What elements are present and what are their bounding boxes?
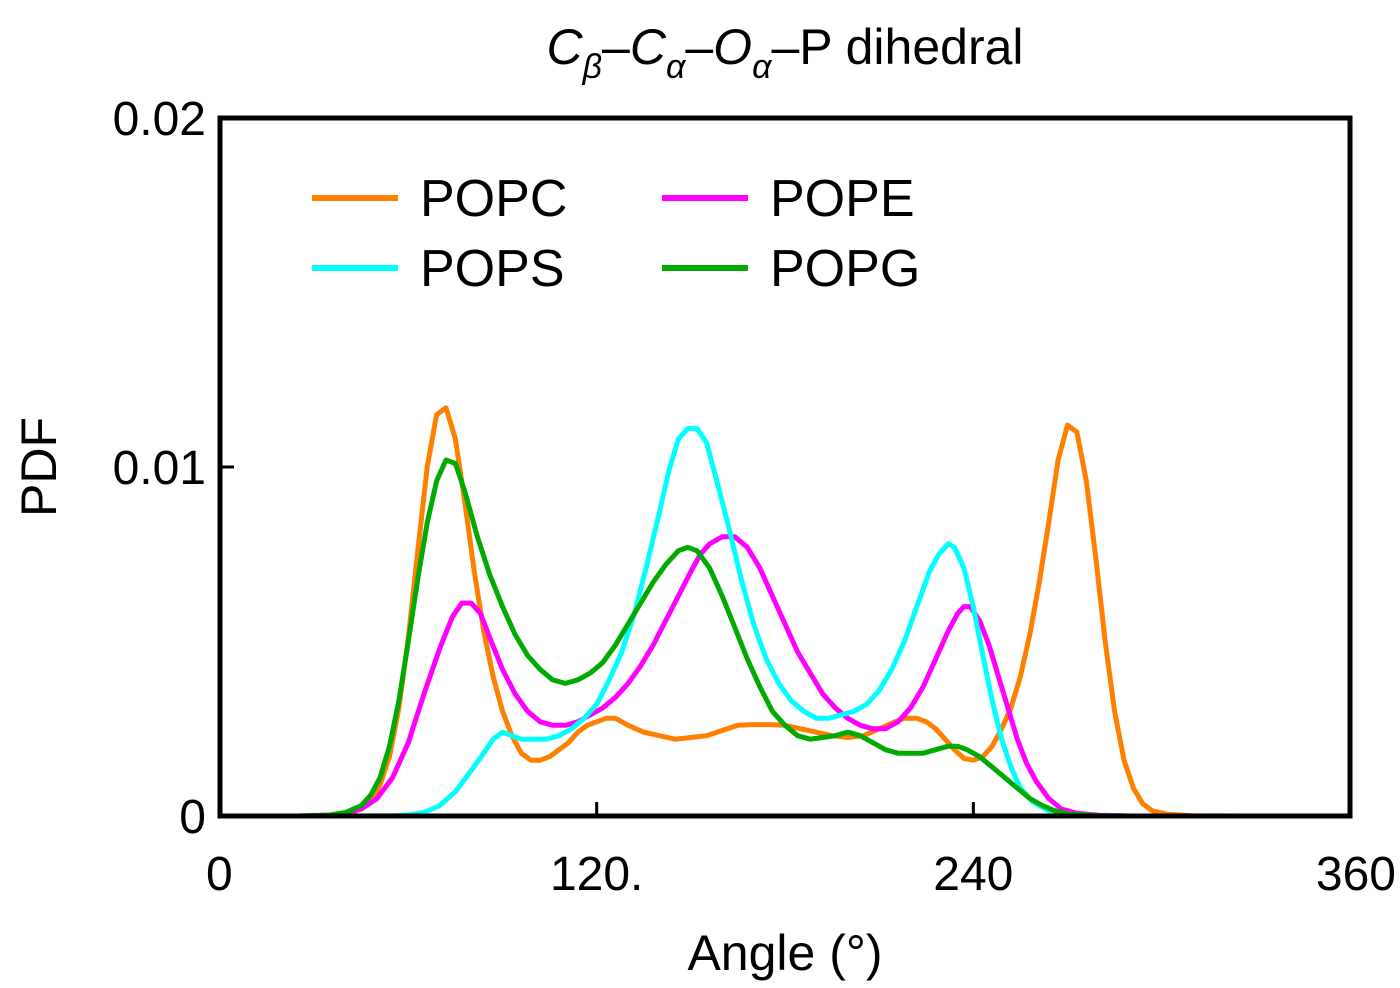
series-line-popg bbox=[298, 457, 1131, 819]
tick-layer: 0 120. 240 360 0 0.01 0.02 bbox=[113, 93, 1396, 901]
title-c-beta: C bbox=[546, 19, 583, 75]
title-o-alpha: O bbox=[713, 19, 752, 75]
title-sub-alpha-2: α bbox=[752, 48, 773, 86]
y-tick-label: 0.02 bbox=[113, 93, 206, 146]
title-dash: – bbox=[771, 19, 799, 75]
legend-label-pops: POPS bbox=[420, 240, 565, 298]
y-axis-label: PDF bbox=[11, 417, 67, 517]
x-tick-label: 240 bbox=[933, 848, 1013, 901]
legend-label-pope: POPE bbox=[770, 170, 915, 228]
legend-label-popc: POPC bbox=[420, 170, 567, 228]
title-dash: – bbox=[685, 19, 713, 75]
y-tick-label: 0.01 bbox=[113, 442, 206, 495]
series-line-popc bbox=[298, 405, 1241, 819]
title-dash: – bbox=[602, 19, 630, 75]
series-line-pops bbox=[345, 426, 1131, 819]
title-sub-beta: β bbox=[582, 48, 602, 86]
plot-frame bbox=[217, 115, 1353, 819]
legend: POPC POPE POPS POPG bbox=[312, 170, 920, 298]
title-c-alpha: C bbox=[630, 19, 667, 75]
series-layer bbox=[298, 405, 1241, 819]
x-tick-label: 360 bbox=[1316, 848, 1396, 901]
x-axis-label: Angle (°) bbox=[687, 925, 882, 981]
legend-label-popg: POPG bbox=[770, 240, 920, 298]
x-tick-label: 120. bbox=[550, 848, 643, 901]
chart-title: Cβ–Cα–Oα–P dihedral bbox=[546, 19, 1023, 86]
y-tick-label: 0 bbox=[179, 791, 206, 844]
x-tick-label: 0 bbox=[206, 848, 233, 901]
title-sub-alpha-1: α bbox=[666, 48, 687, 86]
title-tail: P dihedral bbox=[799, 19, 1023, 75]
